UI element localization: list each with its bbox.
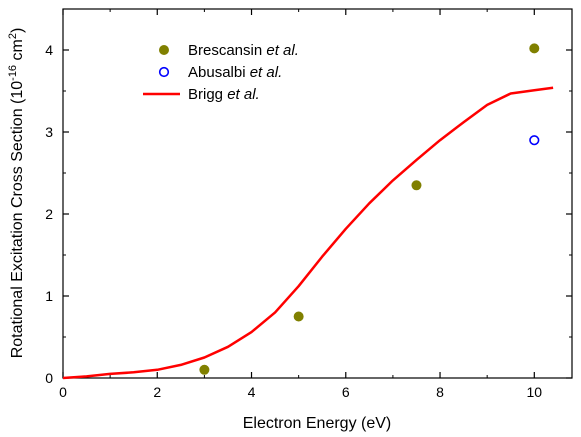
- legend-label-brigg: Brigg et al.: [188, 86, 260, 103]
- data-point-brescansin: [411, 180, 422, 191]
- x-tick-label: 10: [527, 384, 543, 400]
- y-axis-label: Rotational Excitation Cross Section (10-…: [7, 28, 26, 359]
- y-axis-label-mid: cm: [9, 39, 26, 65]
- data-point-brescansin: [529, 43, 540, 54]
- x-tick-label: 2: [153, 384, 161, 400]
- y-axis-label-exponent-2: 2: [7, 33, 19, 39]
- y-axis-label-exponent-1: -16: [7, 65, 19, 81]
- legend-label-abusalbi: Abusalbi et al.: [188, 64, 282, 81]
- axis-ticks: [62, 9, 572, 379]
- series-layer: [62, 43, 554, 380]
- legend-marker-brescansin: [159, 45, 169, 55]
- x-tick-label: 4: [248, 384, 256, 400]
- y-tick-label: 4: [45, 42, 53, 58]
- y-axis-label-suffix: ): [9, 28, 26, 33]
- x-axis-label: Electron Energy (eV): [243, 415, 392, 432]
- legend: Brescansin et al. Abusalbi et al. Brigg …: [143, 42, 299, 103]
- legend-label-brescansin: Brescansin et al.: [188, 42, 299, 59]
- data-point-brescansin: [293, 311, 304, 322]
- x-tick-label: 6: [342, 384, 350, 400]
- y-tick-label: 0: [45, 370, 53, 386]
- x-tick-label: 8: [436, 384, 444, 400]
- legend-marker-abusalbi: [158, 66, 170, 78]
- y-tick-label: 1: [45, 288, 53, 304]
- x-tick-label: 0: [59, 384, 67, 400]
- y-axis-label-prefix: Rotational Excitation Cross Section (10: [9, 81, 26, 359]
- tick-labels: 0 2 4 6 8 10 0 1 2 3 4: [45, 42, 542, 400]
- y-tick-label: 3: [45, 124, 53, 140]
- y-tick-label: 2: [45, 206, 53, 222]
- data-point-abusalbi: [529, 135, 540, 146]
- plot-frame: [62, 8, 573, 379]
- series-line-brigg: [62, 86, 554, 380]
- data-point-brescansin: [199, 364, 210, 375]
